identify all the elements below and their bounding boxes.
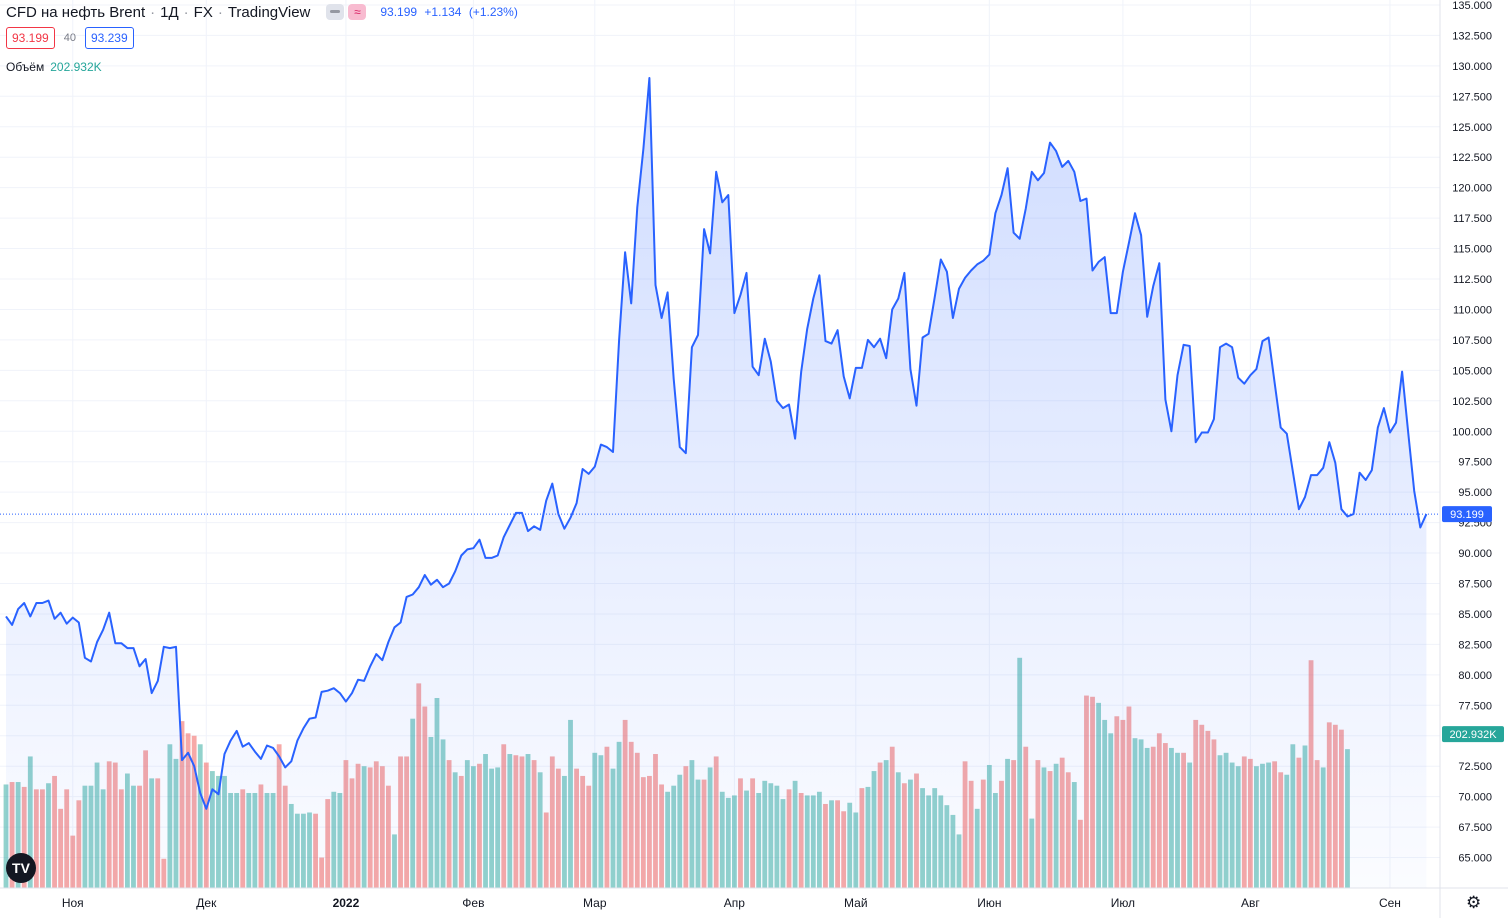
x-tick-label: Июл — [1111, 896, 1135, 910]
x-tick-label: Сен — [1379, 896, 1401, 910]
buy-button[interactable]: 93.239 — [84, 27, 134, 49]
y-tick-label: 100.000 — [1452, 426, 1492, 438]
spread-value: 40 — [63, 32, 76, 44]
y-tick-label: 105.000 — [1452, 365, 1492, 377]
sell-button[interactable]: 93.199 — [6, 27, 55, 49]
last-price-label-bg — [1442, 506, 1492, 523]
tradingview-logo-icon[interactable]: TV — [6, 853, 36, 883]
price-area-fill — [6, 78, 1427, 888]
minus-icon[interactable] — [326, 4, 345, 20]
price-change: +1.134 — [424, 5, 462, 19]
x-tick-label: Апр — [724, 896, 746, 910]
y-tick-label: 107.500 — [1452, 335, 1492, 347]
approx-icon[interactable]: ≈ — [348, 4, 367, 20]
y-tick-label: 65.000 — [1458, 853, 1492, 865]
x-tick-label: Дек — [196, 896, 217, 910]
y-tick-label: 77.500 — [1458, 700, 1492, 712]
quote-summary: 93.199 +1.134 (+1.23%) — [380, 5, 521, 19]
price-labels: 93.199 202.932K — [1442, 506, 1504, 743]
x-tick-label: Ноя — [62, 896, 84, 910]
y-tick-label: 67.500 — [1458, 822, 1492, 834]
y-tick-label: 117.500 — [1453, 213, 1492, 225]
exchange-label: FX — [193, 3, 213, 21]
close-price: 93.199 — [380, 5, 418, 19]
x-tick-label: Июн — [977, 896, 1001, 910]
y-tick-label: 135.000 — [1452, 0, 1492, 12]
y-tick-label: 82.500 — [1458, 639, 1492, 651]
y-tick-label: 70.000 — [1458, 792, 1492, 804]
volume-label-bg — [1442, 726, 1504, 743]
y-tick-label: 95.000 — [1458, 487, 1492, 499]
source-label: TradingView — [227, 3, 311, 21]
y-tick-label: 112.500 — [1453, 274, 1492, 286]
y-tick-label: 122.500 — [1452, 152, 1492, 164]
x-tick-label: Май — [844, 896, 868, 910]
y-tick-label: 97.500 — [1458, 457, 1492, 469]
header-separator: · — [183, 3, 189, 21]
interval-label[interactable]: 1Д — [160, 3, 179, 21]
volume-value-label: 202.932K — [1449, 729, 1497, 741]
header-separator: · — [150, 3, 156, 21]
y-tick-label: 72.500 — [1458, 761, 1492, 773]
x-tick-label: Авг — [1241, 896, 1260, 910]
y-tick-label: 85.000 — [1458, 609, 1492, 621]
trade-buttons: 93.199 40 93.239 — [6, 27, 134, 49]
x-tick-label: Фев — [462, 896, 484, 910]
header-separator: · — [217, 3, 223, 21]
symbol-title[interactable]: CFD на нефть Brent — [6, 3, 146, 21]
y-tick-label: 80.000 — [1458, 670, 1492, 682]
y-tick-label: 130.000 — [1452, 61, 1492, 73]
y-tick-label: 125.000 — [1452, 122, 1492, 134]
last-price-label: 93.199 — [1450, 509, 1484, 521]
y-tick-label: 87.500 — [1458, 579, 1492, 591]
price-line — [5, 77, 1428, 810]
gear-icon[interactable]: ⚙ — [1466, 893, 1482, 912]
y-tick-label: 110.000 — [1453, 304, 1492, 316]
y-tick-label: 115.000 — [1453, 244, 1492, 256]
volume-legend[interactable]: Объём 202.932K — [6, 60, 102, 74]
y-tick-label: 120.000 — [1452, 183, 1492, 195]
chart-header: CFD на нефть Brent · 1Д · FX · TradingVi… — [6, 2, 522, 22]
y-tick-label: 132.500 — [1452, 30, 1492, 42]
y-tick-label: 127.500 — [1452, 91, 1492, 103]
x-tick-label: 2022 — [333, 896, 360, 910]
y-tick-label: 90.000 — [1458, 548, 1492, 560]
x-tick-label: Мар — [583, 896, 607, 910]
y-tick-label: 102.500 — [1452, 396, 1492, 408]
volume-legend-value: 202.932K — [50, 60, 102, 74]
volume-legend-label: Объём — [6, 60, 45, 74]
price-change-pct: (+1.23%) — [468, 5, 518, 19]
